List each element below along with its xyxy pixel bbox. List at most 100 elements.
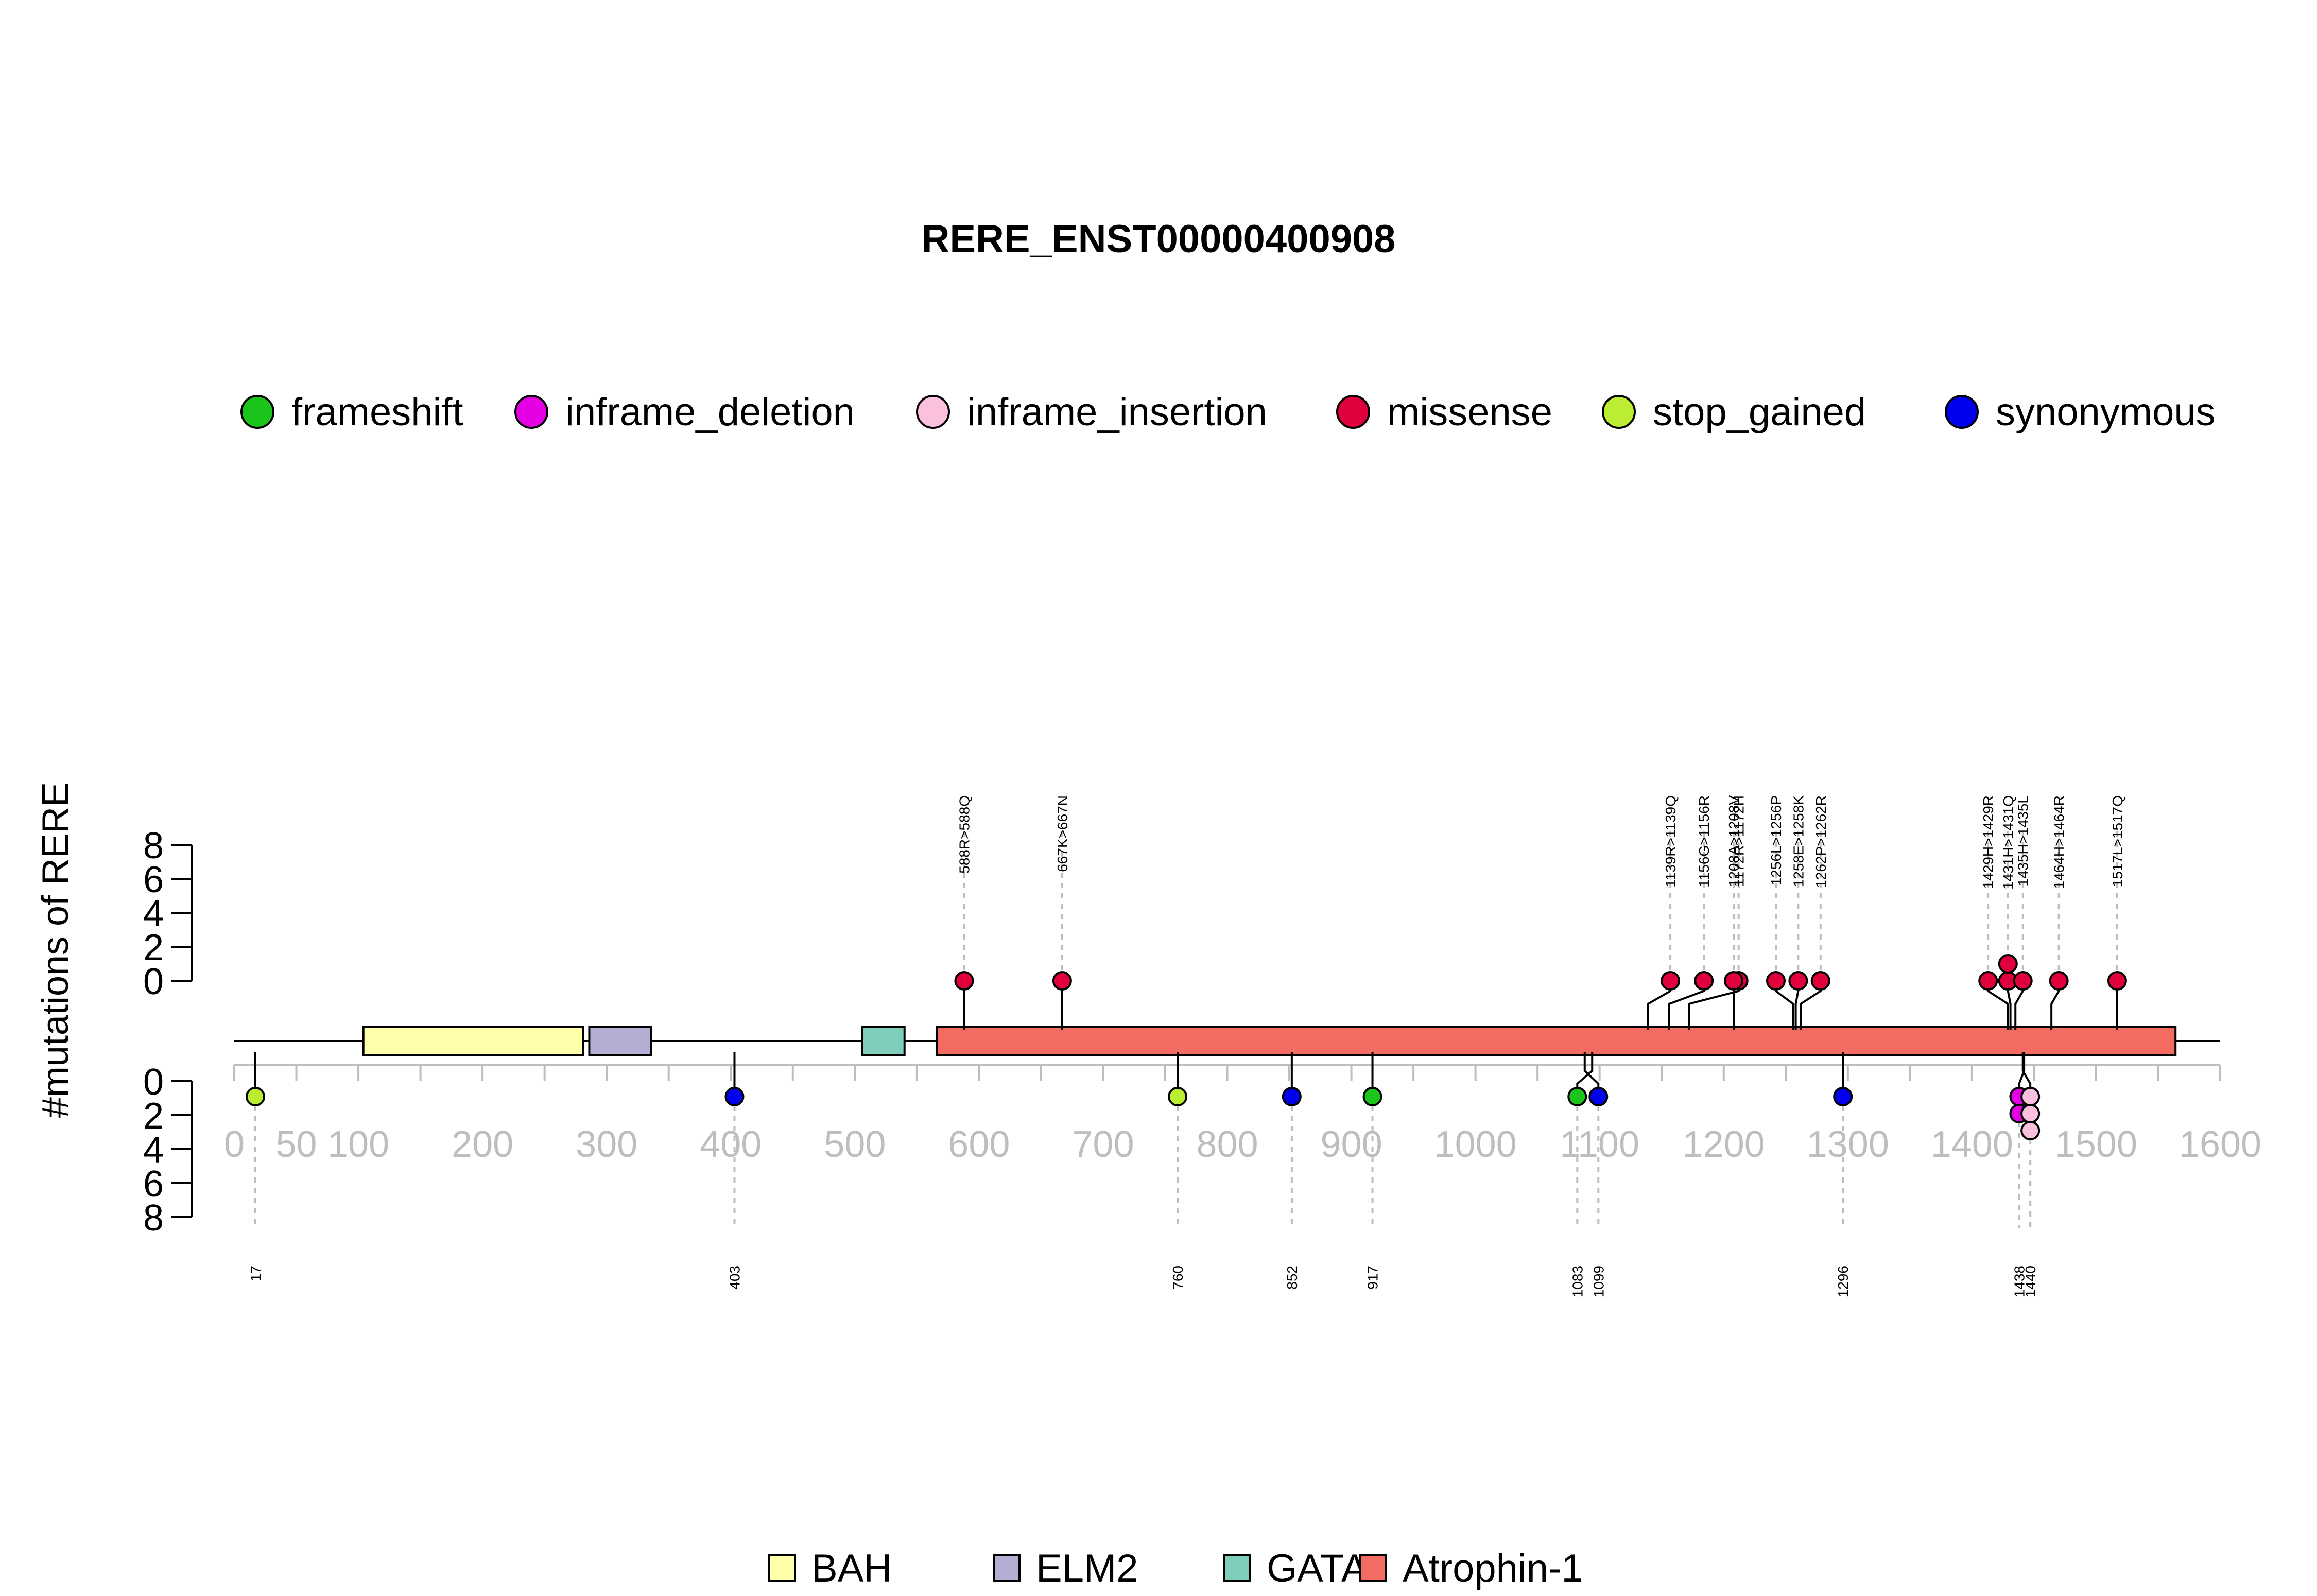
x-tick-label: 0 [224,1124,245,1165]
legend-label-synonymous: synonymous [1996,390,2216,434]
lower-mutation-point [2020,1104,2041,1123]
lower-mutation-point [2020,1087,2041,1106]
domain-legend-label-BAH: BAH [811,1547,892,1590]
lower-mutation-label: 1440 [2022,1265,2038,1297]
x-axis: 0 50 100 200 300 400 500 600 700 800 900 1000 1100 12… [224,1064,2261,1165]
domain-legend-label-ELM2: ELM2 [1036,1547,1138,1590]
domain-legend-label-Atrophin-1: Atrophin-1 [1403,1547,1583,1590]
upper-mutation-point [954,971,974,991]
lower-mutation-label: 852 [1284,1265,1300,1290]
lower-mutation-point [245,1087,265,1106]
lower-mutation-label: 760 [1170,1265,1186,1290]
x-tick-label: 1400 [1931,1124,2013,1165]
x-tick-label: 800 [1196,1124,1258,1165]
y-axis-label: #mutations of RERE [35,782,76,1118]
legend-marker-synonymous [1945,395,1979,429]
upper-mutation-point [1052,971,1072,991]
upper-mutation-point [1724,971,1744,991]
x-tick-label: 1600 [2179,1124,2261,1165]
y-tick-label-lower: 8 [143,1198,164,1239]
lower-mutation-point [2020,1121,2041,1140]
y-tick-label-upper: 4 [143,893,164,934]
upper-mutation-point [1694,971,1714,991]
domain-BAH [362,1026,584,1056]
upper-mutation-point [1766,971,1786,991]
legend-marker-missense [1336,395,1370,429]
domain-GATA [861,1026,906,1056]
upper-mutation-label: 1429H>1429R [1980,795,1996,889]
upper-mutation-point [1788,971,1808,991]
chart-title: RERE_ENST00000400908 [921,217,1395,261]
upper-mutation-label: 1464H>1464R [2051,795,2067,889]
legend-label-missense: missense [1387,390,1552,434]
lower-mutation-point [1588,1087,1609,1106]
domain-ELM2 [588,1026,652,1056]
upper-mutation-label: 1172R>1172H [1731,795,1747,887]
upper-mutation-label: 1262P>1262R [1813,795,1829,888]
legend-marker-inframe_insertion [916,395,950,429]
upper-mutation-label: 1258E>1258K [1790,795,1806,888]
upper-mutation-label: 1517L>1517Q [2109,795,2125,887]
domain-legend: BAH ELM2 GATA Atrophin-1 [768,1547,1583,1590]
x-tick-label: 1300 [1807,1124,1889,1165]
upper-mutation-point [2049,971,2069,991]
upper-mutation-point [2013,971,2033,991]
domain-legend-swatch-Atrophin-1 [1359,1554,1387,1582]
domain-boxes [362,1026,2177,1056]
upper-mutation-label: 1256L>1256P [1768,795,1784,886]
upper-mutation-point [1978,971,1998,991]
lower-mutation-point [1362,1087,1382,1106]
lower-mutation-point [724,1087,745,1106]
x-tick-label: 1200 [1683,1124,1765,1165]
legend-label-stop_gained: stop_gained [1653,390,1866,434]
upper-mutation-label: 1435H>1435L [2015,795,2031,887]
domain-Atrophin-1 [936,1026,2177,1056]
legend-label-inframe_insertion: inframe_insertion [967,390,1267,434]
domain-legend-label-GATA: GATA [1267,1547,1368,1590]
lower-mutation-label: 403 [727,1265,742,1290]
upper-mutation-label: 1431H>1431Q [2000,795,2016,890]
x-tick-label: 500 [824,1124,886,1165]
lower-mutation-point [1168,1087,1188,1106]
domain-legend-swatch-BAH [768,1554,796,1582]
upper-mutation-label: 1208A>1208V [1726,795,1742,888]
x-tick-label: 1100 [1560,1124,1639,1165]
lower-mutation-label: 917 [1365,1265,1381,1290]
lower-mutation-label: 1296 [1835,1265,1851,1297]
legend-label-inframe_deletion: inframe_deletion [565,390,855,434]
mutation-legend: frameshift inframe_deletion inframe_insert… [240,390,2216,434]
x-tick-label: 300 [576,1124,637,1165]
x-tick-label: 200 [452,1124,513,1165]
lower-mutation-point [1567,1087,1587,1106]
y-tick-label-upper: 6 [143,859,164,900]
domain-legend-swatch-ELM2 [993,1554,1021,1582]
y-tick-label-lower: 0 [143,1062,164,1103]
legend-marker-stop_gained [1602,395,1636,429]
y-tick-label-lower: 4 [143,1130,164,1171]
upper-mutation-point [1810,971,1830,991]
x-tick-label: 400 [700,1124,762,1165]
y-tick-label-lower: 6 [143,1164,164,1205]
lower-mutation-label: 17 [248,1265,264,1281]
lower-mutation-label: 1083 [1569,1265,1585,1297]
lower-mutation-point [1833,1087,1853,1106]
upper-mutations: 588R>588Q 667K>667N 1139R>1139Q 1156G>1156R… [954,795,2127,1030]
lower-mutation-point [1282,1087,1302,1106]
upper-mutation-point [1998,954,2018,974]
y-tick-label-upper: 0 [143,961,164,1002]
legend-marker-frameshift [240,395,274,429]
x-tick-label: 50 [275,1124,317,1165]
x-tick-label: 700 [1072,1124,1134,1165]
x-tick-label: 1500 [2055,1124,2137,1165]
legend-label-frameshift: frameshift [291,390,463,434]
legend-marker-inframe_deletion [514,395,548,429]
x-tick-label: 600 [948,1124,1010,1165]
upper-mutation-label: 588R>588Q [956,795,972,874]
lower-mutation-label: 1438 [2011,1265,2027,1297]
upper-mutation-point [1661,971,1681,991]
y-tick-label-upper: 8 [143,825,164,866]
domain-legend-swatch-GATA [1223,1554,1251,1582]
